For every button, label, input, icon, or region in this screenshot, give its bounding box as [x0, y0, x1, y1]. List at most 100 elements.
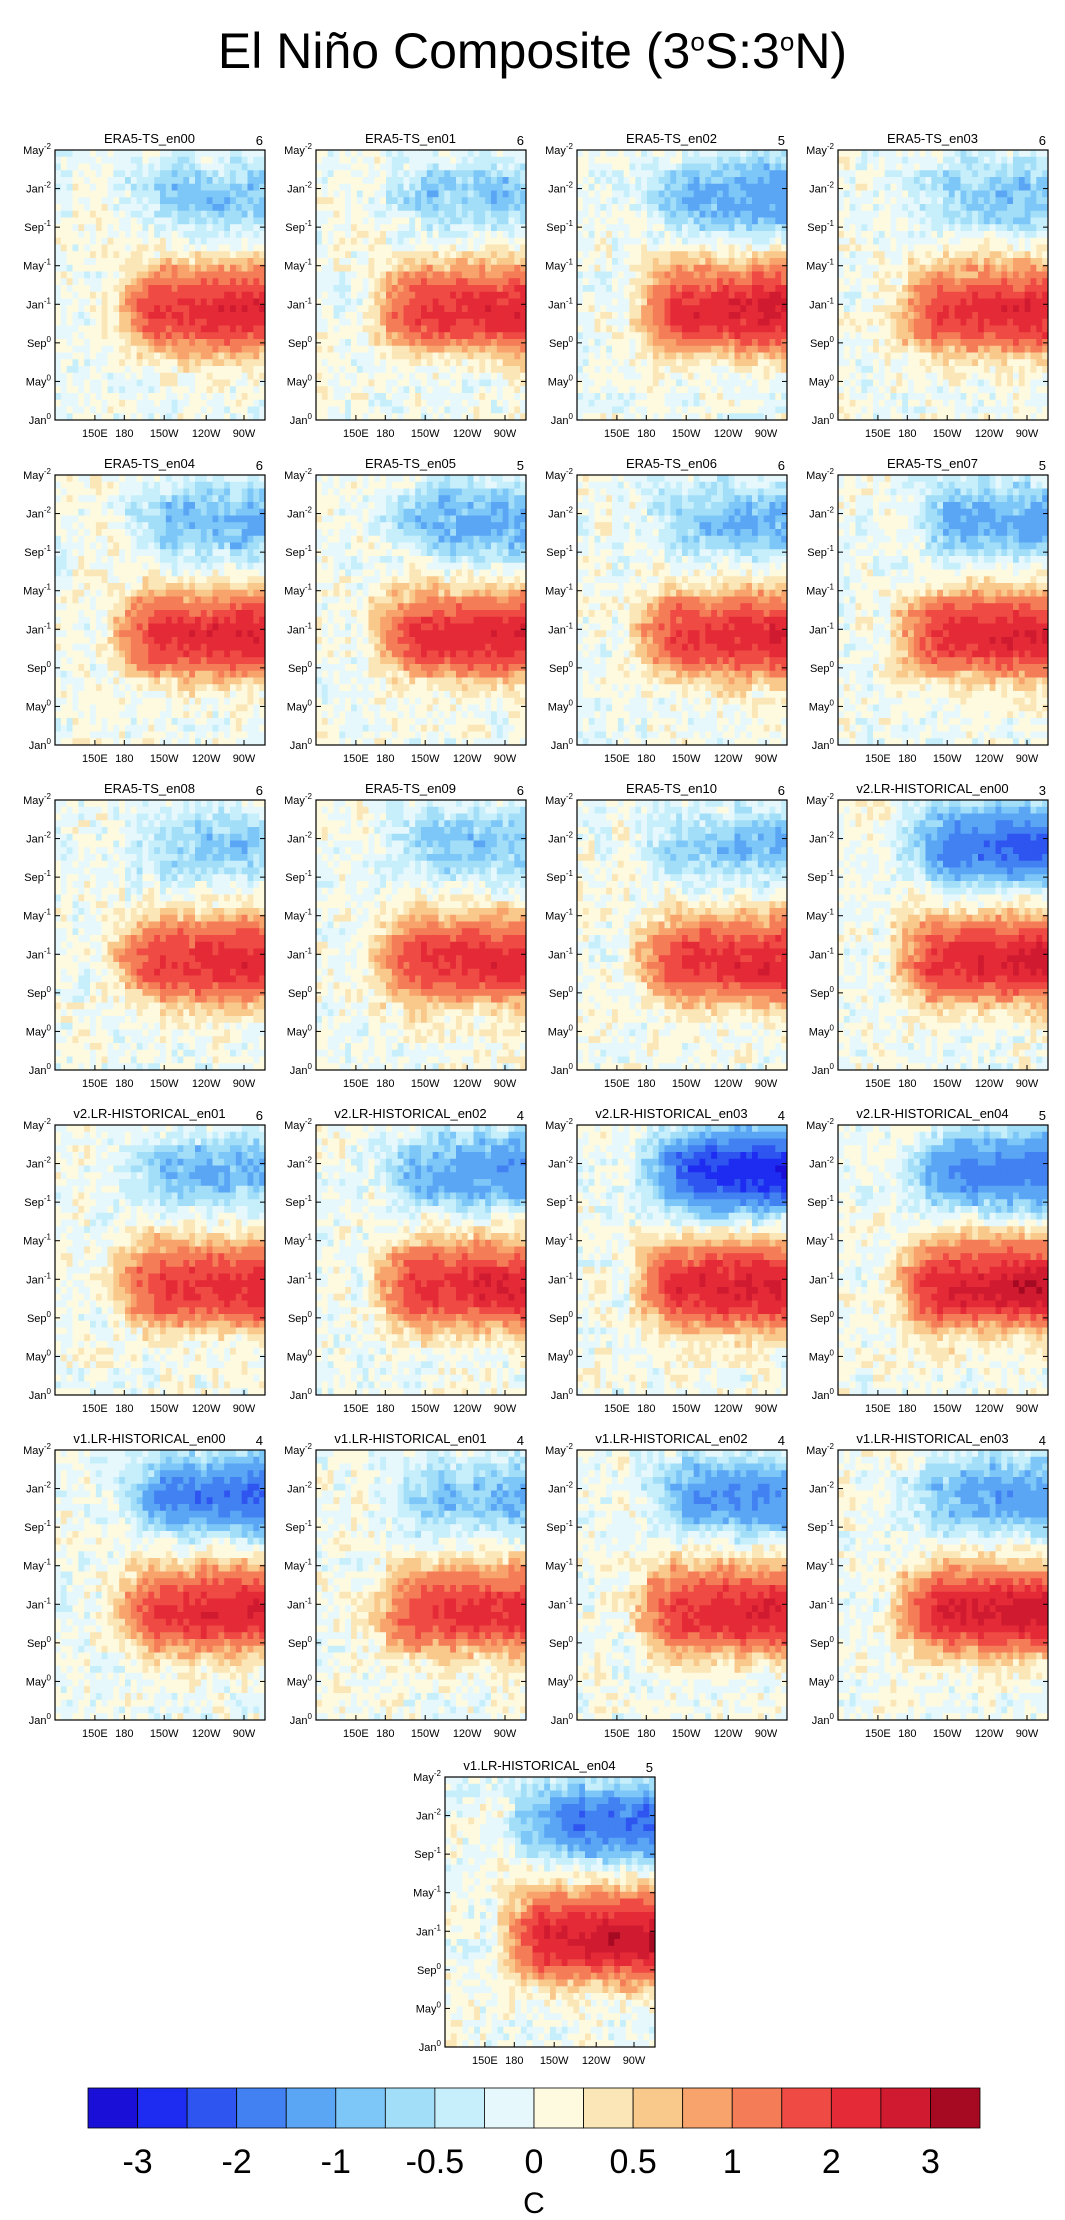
heat-cell	[582, 237, 590, 245]
heat-cell	[253, 150, 260, 158]
heat-cell	[235, 359, 243, 367]
heat-cell	[84, 285, 91, 293]
heat-cell	[55, 312, 62, 320]
heat-cell	[380, 312, 387, 320]
heat-cell	[699, 170, 706, 178]
heat-cell	[339, 372, 346, 380]
heat-cell	[177, 413, 184, 421]
heat-cell	[177, 386, 184, 394]
heat-cell	[380, 278, 387, 286]
heat-cell	[711, 204, 718, 212]
heat-cell	[740, 251, 747, 259]
heat-cell	[351, 224, 358, 232]
heat-cell	[479, 372, 486, 380]
heat-cell	[333, 190, 340, 198]
heat-cell	[635, 345, 642, 353]
heat-cell	[241, 237, 248, 245]
heat-cell	[769, 190, 776, 198]
heat-cell	[775, 366, 782, 374]
heat-cell	[612, 170, 619, 178]
heat-cell	[520, 345, 527, 353]
heat-cell	[740, 150, 747, 158]
heat-cell	[409, 190, 416, 198]
heat-cell	[206, 210, 213, 218]
heat-cell	[682, 325, 689, 333]
heat-cell	[438, 251, 445, 259]
heat-cell	[113, 318, 120, 326]
heat-cell	[717, 217, 724, 225]
heat-cell	[635, 318, 642, 326]
heat-cell	[682, 372, 689, 380]
heat-cell	[259, 244, 266, 252]
heat-cell	[461, 163, 469, 171]
heat-cell	[212, 156, 219, 164]
heat-cell	[66, 177, 73, 185]
heat-cell	[676, 237, 683, 245]
heat-cell	[200, 271, 208, 279]
heat-cell	[327, 393, 334, 401]
heat-cell	[658, 359, 665, 367]
heat-cell	[171, 372, 178, 380]
heat-cell	[415, 298, 422, 306]
heat-cell	[66, 298, 73, 306]
heat-cell	[740, 332, 747, 340]
heat-cell	[746, 163, 753, 171]
heat-cell	[60, 285, 68, 293]
heat-cell	[60, 393, 68, 401]
heat-cell	[594, 318, 601, 326]
heat-cell	[1001, 197, 1008, 205]
heat-cell	[206, 197, 213, 205]
heat-cell	[520, 379, 527, 387]
heat-cell	[635, 183, 642, 191]
heat-cell	[1007, 224, 1014, 232]
heat-cell	[391, 271, 399, 279]
heat-cell	[711, 393, 718, 401]
heat-cell	[641, 177, 648, 185]
heat-cell	[206, 386, 213, 394]
heat-cell	[769, 163, 776, 171]
heat-cell	[931, 197, 938, 205]
heat-cell	[426, 325, 434, 333]
heat-cell	[705, 197, 712, 205]
heat-cell	[397, 177, 404, 185]
heat-cell	[84, 278, 91, 286]
heat-cell	[171, 217, 178, 225]
heat-cell	[1024, 217, 1031, 225]
heat-cell	[386, 305, 393, 313]
heat-cell	[224, 291, 231, 299]
heat-cell	[588, 258, 595, 266]
heat-cell	[467, 372, 474, 380]
heat-cell	[676, 285, 683, 293]
heat-cell	[699, 345, 706, 353]
heat-cell	[66, 271, 73, 279]
heat-cell	[746, 244, 753, 252]
heat-cell	[386, 210, 393, 218]
heat-cell	[397, 204, 404, 212]
heat-cell	[752, 372, 759, 380]
heat-cell	[345, 150, 352, 158]
heat-cell	[55, 190, 62, 198]
heat-cell	[426, 210, 434, 218]
heat-cell	[148, 170, 155, 178]
heat-cell	[368, 150, 375, 158]
heat-cell	[177, 366, 184, 374]
heat-cell	[722, 305, 730, 313]
heat-cell	[195, 359, 202, 367]
heat-cell	[148, 163, 155, 171]
heat-cell	[855, 197, 862, 205]
heat-cell	[368, 379, 375, 387]
heat-cell	[113, 210, 120, 218]
heat-cell	[995, 177, 1002, 185]
heat-cell	[693, 305, 700, 313]
heat-cell	[647, 224, 654, 232]
heat-cell	[259, 359, 266, 367]
heat-cell	[101, 183, 108, 191]
heat-cell	[321, 170, 329, 178]
heat-cell	[919, 183, 926, 191]
heat-cell	[1018, 150, 1026, 158]
heat-cell	[235, 285, 243, 293]
heat-cell	[333, 210, 340, 218]
heat-cell	[896, 251, 903, 259]
heat-cell	[259, 399, 266, 407]
heat-cell	[241, 352, 248, 360]
